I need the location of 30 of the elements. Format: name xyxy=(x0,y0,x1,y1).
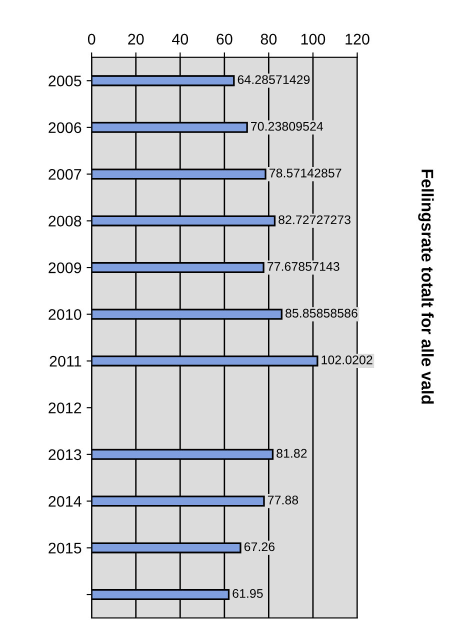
x-tick-label: 120 xyxy=(346,34,370,45)
y-tick-label: 2008 xyxy=(48,216,82,227)
y-tick-label: 2011 xyxy=(50,356,82,367)
x-tick-label: 100 xyxy=(301,34,326,45)
data-label: 61.95 xyxy=(232,589,263,598)
y-tick-label: 2005 xyxy=(48,76,82,86)
x-tick-label: 60 xyxy=(216,34,232,45)
data-label: 85.85858586 xyxy=(286,308,358,318)
y-tick-label: 2009 xyxy=(48,262,82,274)
y-tick-label: 2014 xyxy=(48,496,82,507)
data-label: 78.57142857 xyxy=(269,168,342,178)
data-label: 81.82 xyxy=(276,448,307,458)
data-label: 77.88 xyxy=(268,496,298,504)
text: Fellingsrate totalt for alle vald xyxy=(418,170,434,404)
y-tick-label: 2015 xyxy=(48,542,82,554)
data-label: 102.0202 xyxy=(322,355,372,364)
x-tick-label: 80 xyxy=(260,34,277,45)
y-tick-label: 2010 xyxy=(48,309,82,320)
data-label: 70.23809524 xyxy=(251,122,324,131)
data-label: 77.67857143 xyxy=(268,262,340,271)
x-tick-label: 40 xyxy=(172,34,188,45)
y-tick-label: 2013 xyxy=(48,449,82,460)
data-label: 64.28571429 xyxy=(238,75,310,84)
y-tick-label: 2012 xyxy=(48,402,82,414)
y-tick-label: 2007 xyxy=(48,168,82,180)
y-tick-label: 2006 xyxy=(48,122,82,134)
x-tick-label: 0 xyxy=(88,34,96,45)
x-tick-label: 20 xyxy=(128,34,144,45)
data-label: 82.72727273 xyxy=(278,215,350,224)
data-label: 67.26 xyxy=(244,542,275,552)
